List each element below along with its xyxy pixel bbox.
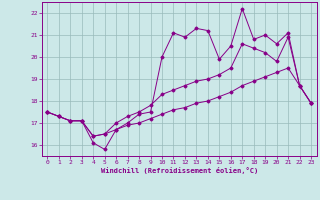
X-axis label: Windchill (Refroidissement éolien,°C): Windchill (Refroidissement éolien,°C) xyxy=(100,167,258,174)
